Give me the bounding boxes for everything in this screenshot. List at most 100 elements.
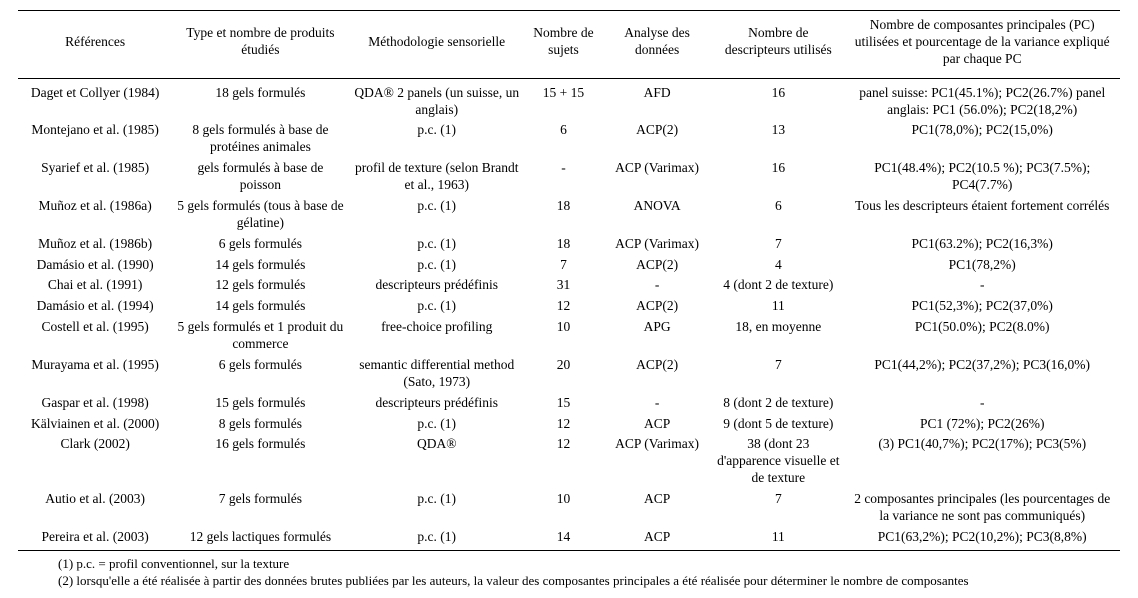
cell-meth: free-choice profiling bbox=[349, 317, 525, 355]
cell-ana: ACP(2) bbox=[602, 355, 712, 393]
cell-desc: 8 (dont 2 de texture) bbox=[712, 393, 844, 414]
table-row: Pereira et al. (2003)12 gels lactiques f… bbox=[18, 527, 1120, 550]
table-row: Kälviainen et al. (2000)8 gels formulésp… bbox=[18, 414, 1120, 435]
cell-meth: p.c. (1) bbox=[349, 296, 525, 317]
table-row: Damásio et al. (1994)14 gels formulésp.c… bbox=[18, 296, 1120, 317]
data-table: Références Type et nombre de produits ét… bbox=[18, 10, 1120, 551]
cell-meth: p.c. (1) bbox=[349, 196, 525, 234]
footnotes: (1) p.c. = profil conventionnel, sur la … bbox=[18, 551, 1120, 590]
cell-type: 5 gels formulés et 1 produit du commerce bbox=[172, 317, 348, 355]
cell-ana: - bbox=[602, 275, 712, 296]
cell-pc: - bbox=[844, 393, 1120, 414]
cell-ana: ACP bbox=[602, 489, 712, 527]
cell-ana: ACP(2) bbox=[602, 255, 712, 276]
cell-type: 6 gels formulés bbox=[172, 234, 348, 255]
footnote-2: (2) lorsqu'elle a été réalisée à partir … bbox=[58, 572, 1120, 590]
cell-type: 12 gels lactiques formulés bbox=[172, 527, 348, 550]
cell-ana: APG bbox=[602, 317, 712, 355]
cell-pc: Tous les descripteurs étaient fortement … bbox=[844, 196, 1120, 234]
cell-ana: ACP (Varimax) bbox=[602, 434, 712, 489]
table-row: Daget et Collyer (1984)18 gels formulésQ… bbox=[18, 78, 1120, 120]
cell-meth: QDA® 2 panels (un suisse, un anglais) bbox=[349, 78, 525, 120]
cell-subj: 10 bbox=[525, 317, 602, 355]
col-references: Références bbox=[18, 11, 172, 79]
cell-desc: 11 bbox=[712, 296, 844, 317]
cell-ref: Pereira et al. (2003) bbox=[18, 527, 172, 550]
cell-desc: 7 bbox=[712, 489, 844, 527]
cell-pc: PC1(44,2%); PC2(37,2%); PC3(16,0%) bbox=[844, 355, 1120, 393]
cell-ana: ANOVA bbox=[602, 196, 712, 234]
cell-pc: PC1(50.0%); PC2(8.0%) bbox=[844, 317, 1120, 355]
cell-type: 15 gels formulés bbox=[172, 393, 348, 414]
cell-desc: 4 (dont 2 de texture) bbox=[712, 275, 844, 296]
cell-pc: PC1(48.4%); PC2(10.5 %); PC3(7.5%); PC4(… bbox=[844, 158, 1120, 196]
cell-desc: 38 (dont 23 d'apparence visuelle et de t… bbox=[712, 434, 844, 489]
cell-ref: Kälviainen et al. (2000) bbox=[18, 414, 172, 435]
cell-ref: Muñoz et al. (1986b) bbox=[18, 234, 172, 255]
cell-ana: AFD bbox=[602, 78, 712, 120]
cell-ana: ACP(2) bbox=[602, 120, 712, 158]
cell-desc: 7 bbox=[712, 234, 844, 255]
cell-desc: 4 bbox=[712, 255, 844, 276]
table-header: Références Type et nombre de produits ét… bbox=[18, 11, 1120, 79]
cell-desc: 9 (dont 5 de texture) bbox=[712, 414, 844, 435]
cell-subj: 6 bbox=[525, 120, 602, 158]
cell-type: 6 gels formulés bbox=[172, 355, 348, 393]
cell-ana: ACP (Varimax) bbox=[602, 234, 712, 255]
table-row: Murayama et al. (1995)6 gels formuléssem… bbox=[18, 355, 1120, 393]
cell-subj: 14 bbox=[525, 527, 602, 550]
cell-type: gels formulés à base de poisson bbox=[172, 158, 348, 196]
cell-ref: Autio et al. (2003) bbox=[18, 489, 172, 527]
cell-subj: 18 bbox=[525, 234, 602, 255]
col-subjects: Nombre de sujets bbox=[525, 11, 602, 79]
page-container: Références Type et nombre de produits ét… bbox=[0, 0, 1138, 598]
cell-desc: 13 bbox=[712, 120, 844, 158]
cell-ref: Montejano et al. (1985) bbox=[18, 120, 172, 158]
table-row: Muñoz et al. (1986b)6 gels formulésp.c. … bbox=[18, 234, 1120, 255]
cell-pc: 2 composantes principales (les pourcenta… bbox=[844, 489, 1120, 527]
cell-subj: 12 bbox=[525, 434, 602, 489]
table-row: Costell et al. (1995)5 gels formulés et … bbox=[18, 317, 1120, 355]
cell-type: 8 gels formulés bbox=[172, 414, 348, 435]
cell-meth: descripteurs prédéfinis bbox=[349, 393, 525, 414]
table-row: Montejano et al. (1985)8 gels formulés à… bbox=[18, 120, 1120, 158]
cell-pc: PC1(63,2%); PC2(10,2%); PC3(8,8%) bbox=[844, 527, 1120, 550]
cell-meth: p.c. (1) bbox=[349, 234, 525, 255]
table-row: Muñoz et al. (1986a)5 gels formulés (tou… bbox=[18, 196, 1120, 234]
cell-type: 16 gels formulés bbox=[172, 434, 348, 489]
cell-type: 18 gels formulés bbox=[172, 78, 348, 120]
table-body: Daget et Collyer (1984)18 gels formulésQ… bbox=[18, 78, 1120, 550]
cell-ana: - bbox=[602, 393, 712, 414]
cell-pc: PC1(52,3%); PC2(37,0%) bbox=[844, 296, 1120, 317]
table-row: Damásio et al. (1990)14 gels formulésp.c… bbox=[18, 255, 1120, 276]
cell-type: 5 gels formulés (tous à base de gélatine… bbox=[172, 196, 348, 234]
cell-desc: 16 bbox=[712, 78, 844, 120]
cell-type: 8 gels formulés à base de protéines anim… bbox=[172, 120, 348, 158]
cell-pc: PC1(78,2%) bbox=[844, 255, 1120, 276]
cell-pc: panel suisse: PC1(45.1%); PC2(26.7%) pan… bbox=[844, 78, 1120, 120]
cell-desc: 6 bbox=[712, 196, 844, 234]
cell-subj: 10 bbox=[525, 489, 602, 527]
cell-ref: Chai et al. (1991) bbox=[18, 275, 172, 296]
cell-desc: 7 bbox=[712, 355, 844, 393]
cell-ref: Costell et al. (1995) bbox=[18, 317, 172, 355]
cell-ana: ACP bbox=[602, 414, 712, 435]
table-row: Syarief et al. (1985)gels formulés à bas… bbox=[18, 158, 1120, 196]
cell-desc: 16 bbox=[712, 158, 844, 196]
cell-desc: 18, en moyenne bbox=[712, 317, 844, 355]
cell-type: 14 gels formulés bbox=[172, 296, 348, 317]
cell-meth: p.c. (1) bbox=[349, 414, 525, 435]
cell-subj: 15 + 15 bbox=[525, 78, 602, 120]
cell-subj: - bbox=[525, 158, 602, 196]
table-row: Gaspar et al. (1998)15 gels formulésdesc… bbox=[18, 393, 1120, 414]
cell-ref: Syarief et al. (1985) bbox=[18, 158, 172, 196]
cell-meth: QDA® bbox=[349, 434, 525, 489]
cell-type: 14 gels formulés bbox=[172, 255, 348, 276]
footnote-1: (1) p.c. = profil conventionnel, sur la … bbox=[58, 555, 1120, 573]
cell-pc: PC1 (72%); PC2(26%) bbox=[844, 414, 1120, 435]
cell-type: 12 gels formulés bbox=[172, 275, 348, 296]
cell-pc: PC1(78,0%); PC2(15,0%) bbox=[844, 120, 1120, 158]
cell-subj: 20 bbox=[525, 355, 602, 393]
cell-ref: Daget et Collyer (1984) bbox=[18, 78, 172, 120]
cell-pc: (3) PC1(40,7%); PC2(17%); PC3(5%) bbox=[844, 434, 1120, 489]
